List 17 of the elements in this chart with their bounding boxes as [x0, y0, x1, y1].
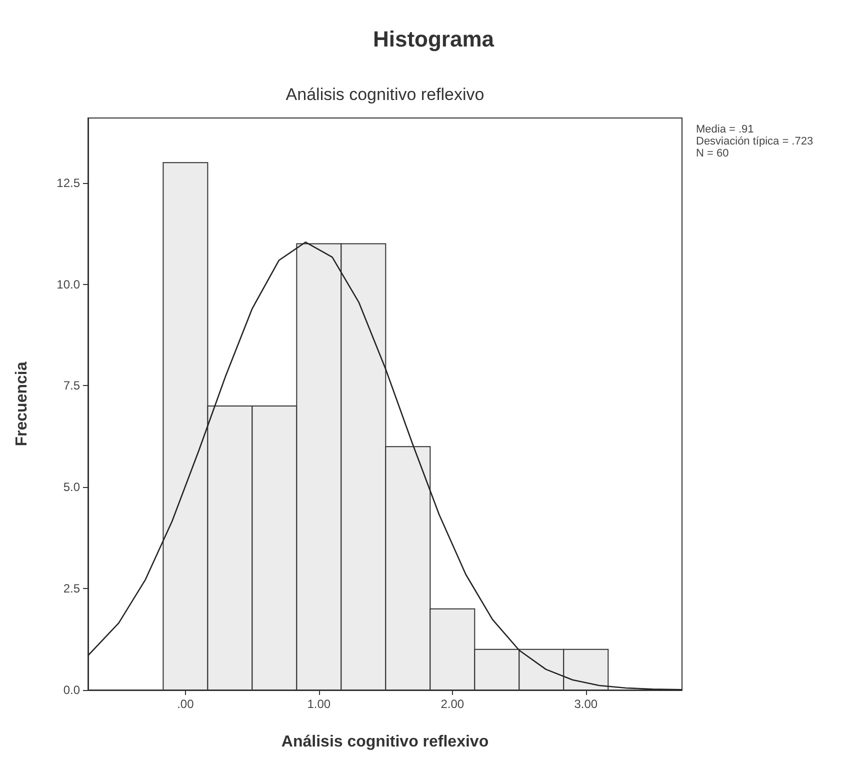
y-tick-label: 5.0	[63, 480, 80, 494]
y-tick-label: 0.0	[63, 683, 80, 697]
x-axis-title: Análisis cognitivo reflexivo	[281, 734, 489, 750]
x-tick-label: .00	[177, 697, 194, 711]
y-tick-label: 12.5	[56, 176, 80, 190]
text: Media = .91	[696, 124, 754, 136]
x-tick-label: 1.00	[307, 697, 331, 711]
chart-title: Histograma	[372, 26, 495, 52]
y-tick-label: 7.5	[63, 378, 80, 393]
chart-subtitle: Análisis cognitivo reflexivo	[286, 85, 484, 104]
x-tick-label: 2.00	[440, 697, 464, 711]
y-tick-label: 2.5	[63, 582, 80, 596]
y-axis-title: Frecuencia	[14, 362, 30, 446]
text: Desviación típica = .723	[696, 136, 814, 148]
x-tick-label: 3.00	[574, 697, 598, 711]
text: N = 60	[696, 148, 729, 160]
y-tick-label: 10.0	[56, 277, 80, 292]
